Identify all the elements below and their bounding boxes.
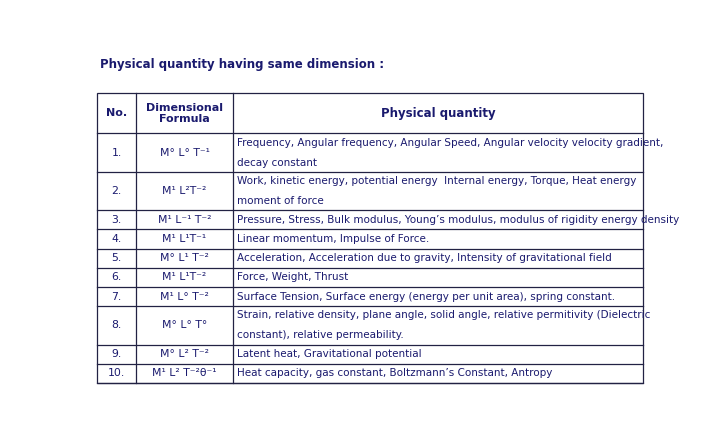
Text: 6.: 6.: [111, 272, 122, 283]
Text: Work, kinetic energy, potential energy  Internal energy, Torque, Heat energy: Work, kinetic energy, potential energy I…: [238, 176, 637, 186]
Text: 8.: 8.: [111, 321, 122, 330]
Text: 9.: 9.: [111, 349, 122, 359]
Text: M¹ L² T⁻²θ⁻¹: M¹ L² T⁻²θ⁻¹: [152, 368, 217, 378]
Text: M¹ L¹T⁻²: M¹ L¹T⁻²: [162, 272, 206, 283]
Bar: [97, 93, 643, 383]
Text: M° L° T°: M° L° T°: [162, 321, 207, 330]
Text: 10.: 10.: [108, 368, 125, 378]
Text: M° L¹ T⁻²: M° L¹ T⁻²: [160, 253, 209, 263]
Text: Frequency, Angular frequency, Angular Speed, Angular velocity velocity gradient,: Frequency, Angular frequency, Angular Sp…: [238, 138, 664, 148]
Text: M° L° T⁻¹: M° L° T⁻¹: [160, 148, 209, 158]
Text: Force, Weight, Thrust: Force, Weight, Thrust: [238, 272, 349, 283]
Text: Acceleration, Acceleration due to gravity, Intensity of gravitational field: Acceleration, Acceleration due to gravit…: [238, 253, 612, 263]
Text: 4.: 4.: [111, 234, 122, 244]
Text: Physical quantity: Physical quantity: [380, 107, 495, 120]
Text: Linear momentum, Impulse of Force.: Linear momentum, Impulse of Force.: [238, 234, 430, 244]
Text: Surface Tension, Surface energy (energy per unit area), spring constant.: Surface Tension, Surface energy (energy …: [238, 292, 616, 302]
Text: No.: No.: [106, 108, 127, 118]
Text: Dimensional: Dimensional: [146, 103, 223, 113]
Text: Pressure, Stress, Bulk modulus, Young’s modulus, modulus of rigidity energy dens: Pressure, Stress, Bulk modulus, Young’s …: [238, 215, 679, 225]
Text: M¹ L° T⁻²: M¹ L° T⁻²: [160, 292, 209, 302]
Text: M¹ L¹T⁻¹: M¹ L¹T⁻¹: [162, 234, 206, 244]
Text: M¹ L²T⁻²: M¹ L²T⁻²: [162, 186, 206, 196]
Text: M° L² T⁻²: M° L² T⁻²: [160, 349, 209, 359]
Text: 2.: 2.: [111, 186, 122, 196]
Text: 7.: 7.: [111, 292, 122, 302]
Text: moment of force: moment of force: [238, 196, 324, 206]
Text: decay constant: decay constant: [238, 158, 318, 168]
Text: M¹ L⁻¹ T⁻²: M¹ L⁻¹ T⁻²: [158, 215, 212, 225]
Text: 3.: 3.: [111, 215, 122, 225]
Text: Formula: Formula: [159, 113, 210, 124]
Text: constant), relative permeability.: constant), relative permeability.: [238, 330, 404, 340]
Text: Strain, relative density, plane angle, solid angle, relative permitivity (Dielec: Strain, relative density, plane angle, s…: [238, 311, 651, 321]
Text: Heat capacity, gas constant, Boltzmann’s Constant, Antropy: Heat capacity, gas constant, Boltzmann’s…: [238, 368, 553, 378]
Text: 1.: 1.: [111, 148, 122, 158]
Text: 5.: 5.: [111, 253, 122, 263]
Text: Physical quantity having same dimension :: Physical quantity having same dimension …: [100, 58, 384, 71]
Text: Latent heat, Gravitational potential: Latent heat, Gravitational potential: [238, 349, 422, 359]
